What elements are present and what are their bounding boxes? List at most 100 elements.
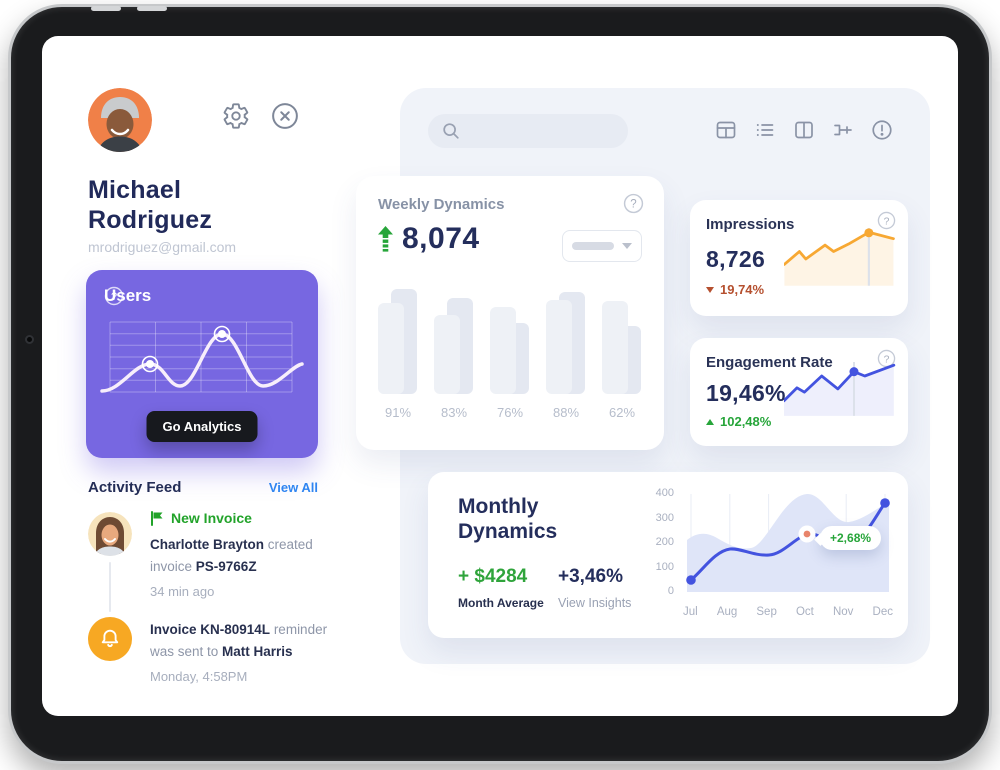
weekly-dynamics-card: Weekly Dynamics ? 8,074 xyxy=(356,176,664,450)
x-tick-label: Jul xyxy=(683,606,698,618)
engagement-sparkline-chart xyxy=(784,362,896,416)
view-toolbar xyxy=(714,118,894,142)
svg-text:?: ? xyxy=(630,199,636,211)
help-icon[interactable]: ? xyxy=(104,286,124,306)
bar-label: 88% xyxy=(552,405,580,420)
impressions-card: Impressions ? 8,726 19,74% xyxy=(690,200,908,316)
bar-front xyxy=(602,301,628,394)
monthly-amount: + $4284 xyxy=(458,566,528,587)
svg-text:?: ? xyxy=(884,216,890,227)
settings-gear-icon[interactable] xyxy=(222,102,250,130)
flow-icon[interactable] xyxy=(831,118,855,142)
volume-button xyxy=(91,6,121,11)
avatar-illustration xyxy=(88,88,152,152)
arrow-up-icon xyxy=(378,226,393,252)
reminder-icon-circle xyxy=(88,617,132,661)
flag-icon xyxy=(151,510,163,526)
x-tick-label: Aug xyxy=(716,606,738,618)
y-tick-label: 200 xyxy=(655,536,674,548)
impressions-title: Impressions xyxy=(706,216,795,233)
y-tick-label: 100 xyxy=(655,560,674,573)
weekly-card-title: Weekly Dynamics xyxy=(378,196,505,213)
svg-text:?: ? xyxy=(884,354,890,365)
engagement-title: Engagement Rate xyxy=(706,354,833,371)
weekly-value: 8,074 xyxy=(402,222,480,255)
x-tick-label: Dec xyxy=(872,606,893,618)
x-tick-label: Nov xyxy=(832,606,854,618)
impressions-value: 8,726 xyxy=(706,246,766,272)
profile-name: Michael Rodriguez xyxy=(88,176,213,234)
activity-text: Invoice KN-80914L reminder was sent to M… xyxy=(150,622,328,659)
bell-icon xyxy=(101,629,119,648)
split-view-icon[interactable] xyxy=(792,118,816,142)
main-panel: Weekly Dynamics ? 8,074 xyxy=(356,88,930,664)
bar-group: 62% xyxy=(602,282,642,420)
impressions-delta: 19,74% xyxy=(706,282,764,297)
bar-front xyxy=(490,306,516,394)
bar-front xyxy=(378,303,404,394)
activity-time: Monday, 4:58PM xyxy=(150,669,248,685)
activity-time: 34 min ago xyxy=(150,584,215,600)
monthly-amount-label: Month Average xyxy=(458,596,544,610)
triangle-up-icon xyxy=(706,418,714,425)
engagement-delta: 102,48% xyxy=(706,414,771,429)
engagement-rate-card: Engagement Rate ? 19,46% 102,48% xyxy=(690,338,908,446)
bar-group: 76% xyxy=(490,282,530,420)
activity-badge: New Invoice xyxy=(171,510,252,526)
svg-text:?: ? xyxy=(111,291,117,303)
users-sparkline-chart xyxy=(100,321,304,393)
search-icon xyxy=(443,123,459,139)
monthly-y-ticks: 400 300 200 100 0 xyxy=(634,487,674,597)
engagement-value: 19,46% xyxy=(706,380,786,406)
x-tick-label: Sep xyxy=(756,606,777,618)
y-tick-label: 300 xyxy=(655,511,674,524)
triangle-down-icon xyxy=(706,286,714,293)
y-tick-label: 400 xyxy=(655,487,674,499)
activity-item[interactable]: Invoice KN-80914L reminder was sent to M… xyxy=(150,619,340,684)
activity-text: Charlotte Brayton created invoice PS-976… xyxy=(150,537,313,574)
help-icon[interactable]: ? xyxy=(623,193,644,214)
monthly-dynamics-card: Monthly Dynamics + $4284 Month Average +… xyxy=(428,472,908,638)
help-icon[interactable]: ? xyxy=(877,211,896,230)
weekly-bar-chart: 91% 83% 76% 88% 62% xyxy=(378,282,642,420)
close-icon[interactable] xyxy=(270,101,300,131)
users-card-title: Users xyxy=(104,286,152,305)
activity-feed-title: Activity Feed xyxy=(88,479,182,496)
x-tick-label: Oct xyxy=(795,606,814,618)
bar-group: 91% xyxy=(378,282,418,420)
bar-group: 83% xyxy=(434,282,474,420)
view-insights-link[interactable]: View Insights xyxy=(558,596,632,610)
period-dropdown[interactable] xyxy=(562,230,642,262)
bar-front xyxy=(546,300,572,394)
bar-label: 83% xyxy=(440,405,468,420)
go-analytics-button[interactable]: Go Analytics xyxy=(146,411,258,442)
bar-front xyxy=(434,315,460,394)
impressions-sparkline-chart xyxy=(784,228,895,286)
y-tick-label: 0 xyxy=(667,585,674,597)
activity-avatar xyxy=(88,512,132,556)
monthly-percent: +3,46% xyxy=(558,566,623,587)
bar-label: 91% xyxy=(384,405,412,420)
monthly-title: Monthly Dynamics xyxy=(458,495,558,544)
bar-label: 76% xyxy=(496,405,524,420)
search-input[interactable] xyxy=(428,114,628,148)
bar-label: 62% xyxy=(608,405,636,420)
bar-group: 88% xyxy=(546,282,586,420)
profile-avatar[interactable] xyxy=(88,88,152,152)
users-card: Users ? Go Analytics xyxy=(86,270,318,458)
view-all-link[interactable]: View All xyxy=(268,480,318,495)
monthly-x-labels: Jul Aug Sep Oct Nov Dec xyxy=(683,606,893,618)
chevron-down-icon xyxy=(622,243,632,249)
chart-tooltip: +2,68% xyxy=(820,526,882,550)
volume-button xyxy=(137,6,167,11)
grid-view-icon[interactable] xyxy=(714,118,738,142)
timeline-connector xyxy=(109,562,111,612)
front-camera xyxy=(25,335,34,344)
profile-email: mrodriguez@gmail.com xyxy=(88,239,237,255)
screen: Michael Rodriguez mrodriguez@gmail.com U… xyxy=(42,36,958,716)
list-view-icon[interactable] xyxy=(753,118,777,142)
dropdown-placeholder xyxy=(572,242,614,250)
alerts-icon[interactable] xyxy=(870,118,894,142)
activity-item[interactable]: New Invoice Charlotte Brayton created in… xyxy=(150,510,336,599)
